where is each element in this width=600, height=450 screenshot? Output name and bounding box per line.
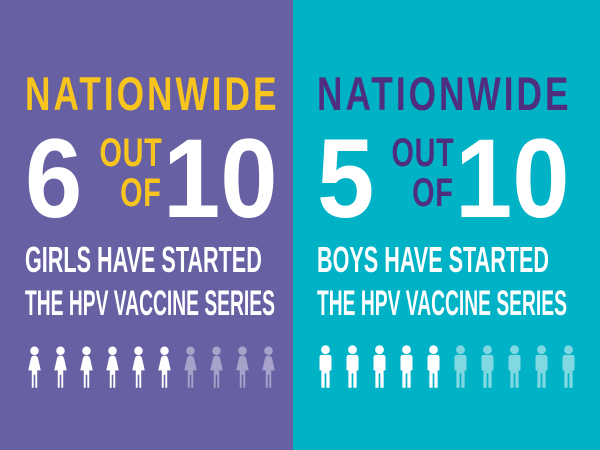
boys-out-of: OUT OF (387, 133, 454, 213)
male-person-icon (373, 345, 386, 388)
boys-line1: BOYS HAVE STARTED (317, 239, 550, 280)
girls-line1: GIRLS HAVE STARTED (25, 239, 262, 280)
girls-heading-text: NATIONWIDE (25, 67, 280, 120)
male-person-icon (346, 345, 359, 388)
girls-out-of: OUT OF (95, 133, 162, 213)
boys-out-word: OUT (391, 131, 454, 175)
girls-numerator: 6 (25, 116, 83, 241)
boys-panel: NATIONWIDE 5 OUT OF 10 BOYS HAVE STARTED… (293, 0, 600, 450)
male-person-icon (400, 345, 413, 388)
boys-line2: THE HPV VACCINE SERIES (317, 284, 567, 323)
female-person-icon (184, 346, 197, 388)
male-person-icon (481, 345, 494, 388)
boys-of-word: OF (412, 171, 454, 215)
male-person-icon (535, 345, 548, 388)
female-person-icon (28, 346, 41, 388)
male-person-icon (427, 345, 440, 388)
female-person-icon (132, 346, 145, 388)
boys-pictogram (317, 345, 600, 390)
girls-of-word: OF (120, 171, 162, 215)
girls-heading: NATIONWIDE (25, 70, 293, 117)
girls-denominator: 10 (163, 116, 278, 241)
female-person-icon (210, 346, 223, 388)
girls-out-word: OUT (99, 131, 162, 175)
girls-line2: THE HPV VACCINE SERIES (25, 284, 275, 323)
male-person-icon (319, 345, 332, 388)
female-person-icon (80, 346, 93, 388)
boys-heading-text: NATIONWIDE (317, 67, 572, 120)
female-person-icon (54, 346, 67, 388)
girls-panel: NATIONWIDE 6 OUT OF 10 GIRLS HAVE STARTE… (0, 0, 293, 450)
boys-denominator: 10 (455, 116, 570, 241)
female-person-icon (158, 346, 171, 388)
boys-heading: NATIONWIDE (317, 70, 600, 117)
girls-pictogram (25, 345, 293, 391)
boys-ratio: 5 OUT OF 10 (317, 116, 600, 241)
girls-ratio: 6 OUT OF 10 (25, 116, 293, 241)
female-person-icon (106, 346, 119, 388)
female-person-icon (262, 346, 275, 388)
male-person-icon (508, 345, 521, 388)
female-person-icon (236, 346, 249, 388)
male-person-icon (454, 345, 467, 388)
male-person-icon (562, 345, 575, 388)
boys-numerator: 5 (317, 116, 375, 241)
